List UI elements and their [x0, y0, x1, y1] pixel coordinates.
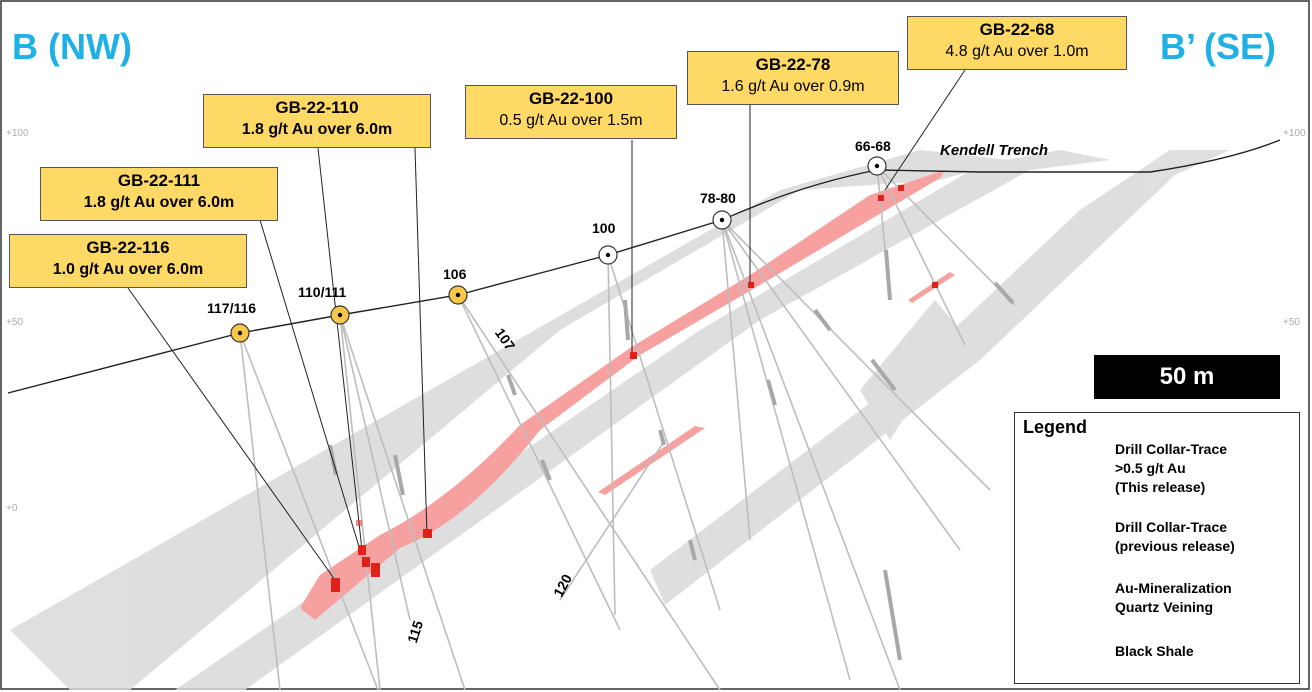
section-end-label: B’ (SE) [1160, 26, 1277, 67]
callout-gb-22-111: GB-22-111 1.8 g/t Au over 6.0m [40, 167, 278, 221]
callout-result: 1.0 g/t Au over 6.0m [52, 261, 204, 278]
collar-117-116-icon [230, 323, 250, 343]
legend-label-collar-new: Drill Collar-Trace >0.5 g/t Au (This rel… [1115, 441, 1228, 495]
callout-hole: GB-22-68 [979, 20, 1055, 39]
intercept-markers [331, 185, 938, 592]
collar-label-110-111: 110/111 [298, 284, 347, 300]
shale-band-2 [175, 150, 1110, 690]
section-start-label: B (NW) [12, 26, 132, 67]
collar-100-icon [598, 245, 618, 265]
drill-traces [239, 165, 1016, 691]
callout-result: 4.8 g/t Au over 1.0m [945, 43, 1089, 60]
callout-result: 1.8 g/t Au over 6.0m [241, 121, 393, 138]
mineralized-lens-2 [908, 272, 955, 303]
mineralized-vein [300, 170, 945, 620]
collar-label-78-80: 78-80 [700, 190, 736, 206]
callout-gb-22-78: GB-22-78 1.6 g/t Au over 0.9m [687, 51, 899, 105]
elevation-tick-upper-left: +100 [6, 128, 29, 139]
callout-gb-22-100: GB-22-100 0.5 g/t Au over 1.5m [465, 85, 677, 139]
shale-band-4 [860, 300, 960, 440]
callout-result: 1.8 g/t Au over 6.0m [83, 194, 235, 211]
callout-hole: GB-22-110 [275, 98, 359, 117]
elevation-tick-lower-left: +0 [6, 503, 18, 514]
callout-hole: GB-22-100 [528, 89, 614, 108]
elevation-tick-middle-left: +50 [6, 317, 23, 328]
collars-this-release [230, 285, 468, 343]
black-shale-bands [10, 150, 1230, 690]
shale-band-3 [650, 150, 1230, 605]
collar-label-100: 100 [592, 220, 616, 236]
callout-hole: GB-22-78 [755, 55, 831, 74]
callout-result: 0.5 g/t Au over 1.5m [499, 112, 643, 129]
elevation-tick-upper-right: +100 [1283, 128, 1306, 139]
collar-110-111-icon [330, 305, 350, 325]
callout-gb-22-110: GB-22-110 1.8 g/t Au over 6.0m [203, 94, 431, 148]
legend-title: Legend [1023, 417, 1088, 437]
elevation-tick-middle-right: +50 [1283, 317, 1300, 328]
callout-hole: GB-22-111 [117, 171, 201, 190]
callout-result: 1.6 g/t Au over 0.9m [721, 78, 865, 95]
legend: Legend Drill Collar-Trace >0.5 g/t Au (T… [1014, 412, 1300, 684]
legend-label-collar-prev: Drill Collar-Trace (previous release) [1115, 519, 1235, 554]
leader-lines [127, 69, 966, 581]
collar-label-106: 106 [443, 266, 467, 282]
callout-hole: GB-22-116 [86, 238, 170, 257]
callout-gb-22-68: GB-22-68 4.8 g/t Au over 1.0m [907, 16, 1127, 70]
collar-66-68-icon [867, 156, 887, 176]
legend-label-mineralization: Au-Mineralization Quartz Veining [1115, 580, 1232, 615]
collars-previous-release [598, 156, 887, 265]
legend-label-shale: Black Shale [1115, 643, 1194, 659]
shale-band-1 [10, 150, 1010, 690]
collar-78-80-icon [712, 210, 732, 230]
trench-label: Kendell Trench [940, 142, 1049, 159]
collar-label-117-116: 117/116 [207, 300, 257, 316]
collar-label-66-68: 66-68 [855, 138, 891, 154]
scale-bar: 50 m [1094, 355, 1280, 399]
collar-106-icon [448, 285, 468, 305]
callout-gb-22-116: GB-22-116 1.0 g/t Au over 6.0m [9, 234, 247, 288]
